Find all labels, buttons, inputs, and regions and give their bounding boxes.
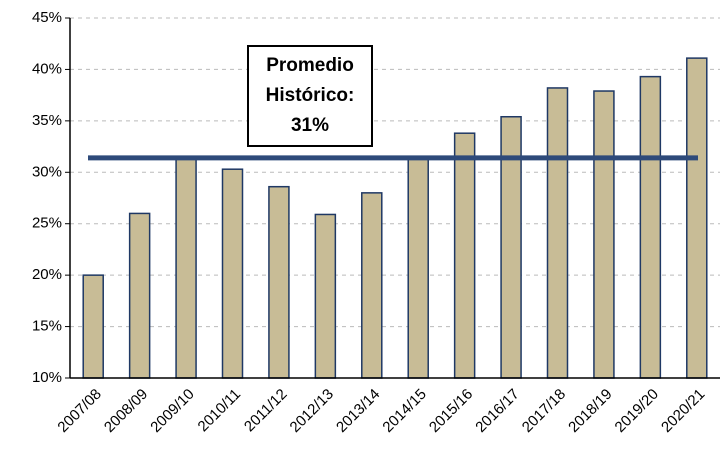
x-tick-label: 2019/20 [612,386,662,436]
x-tick-label: 2011/12 [241,386,291,436]
bar [221,168,244,379]
x-tick-label: 2015/16 [426,386,476,436]
annotation-text: 31% [291,115,329,136]
bar [593,90,615,379]
bar [546,87,569,379]
y-tick-label: 10% [32,369,62,386]
y-tick-label: 40% [32,60,62,77]
y-tick-label: 15% [32,318,62,335]
bar [639,75,662,379]
x-tick-label: 2012/13 [287,386,337,436]
bar [268,185,290,379]
y-tick-label: 30% [32,163,62,180]
y-tick-label: 25% [32,215,62,232]
x-tick-label: 2016/17 [472,386,522,436]
bar [82,274,104,379]
x-tick-label: 2017/18 [519,386,569,436]
bar [175,157,197,379]
x-tick-label: 2008/09 [101,386,151,436]
x-tick-label: 2014/15 [379,386,429,436]
bar [361,192,383,379]
annotation-text: Promedio [266,55,354,76]
y-tick-label: 20% [32,266,62,283]
annotation-box [247,45,373,147]
y-tick-label: 45% [32,9,62,26]
x-tick-label: 2007/08 [54,386,104,436]
x-tick-label: 2009/10 [147,386,197,436]
bar [407,157,429,379]
x-tick-label: 2010/11 [195,386,245,436]
annotation-text: Histórico: [266,85,355,106]
bar [686,57,708,379]
x-tick-label: 2013/14 [333,386,383,436]
bar [314,213,337,379]
bar [453,132,476,379]
y-tick-label: 35% [32,112,62,129]
bar [128,212,151,379]
x-tick-label: 2018/19 [565,386,615,436]
x-tick-label: 2020/21 [658,386,708,436]
